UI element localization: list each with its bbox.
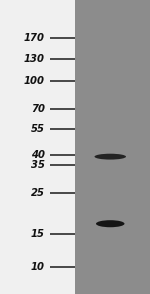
- Text: 40: 40: [31, 150, 45, 160]
- Text: 170: 170: [24, 33, 45, 43]
- Text: 70: 70: [31, 104, 45, 114]
- Bar: [75, 0, 150, 294]
- Text: 25: 25: [31, 188, 45, 198]
- Text: 10: 10: [31, 262, 45, 272]
- Bar: [0, 0, 75, 294]
- Text: 130: 130: [24, 54, 45, 64]
- Text: 55: 55: [31, 124, 45, 134]
- Text: 35: 35: [31, 161, 45, 171]
- Text: 100: 100: [24, 76, 45, 86]
- Ellipse shape: [96, 220, 124, 227]
- Text: 15: 15: [31, 229, 45, 239]
- Ellipse shape: [94, 154, 126, 160]
